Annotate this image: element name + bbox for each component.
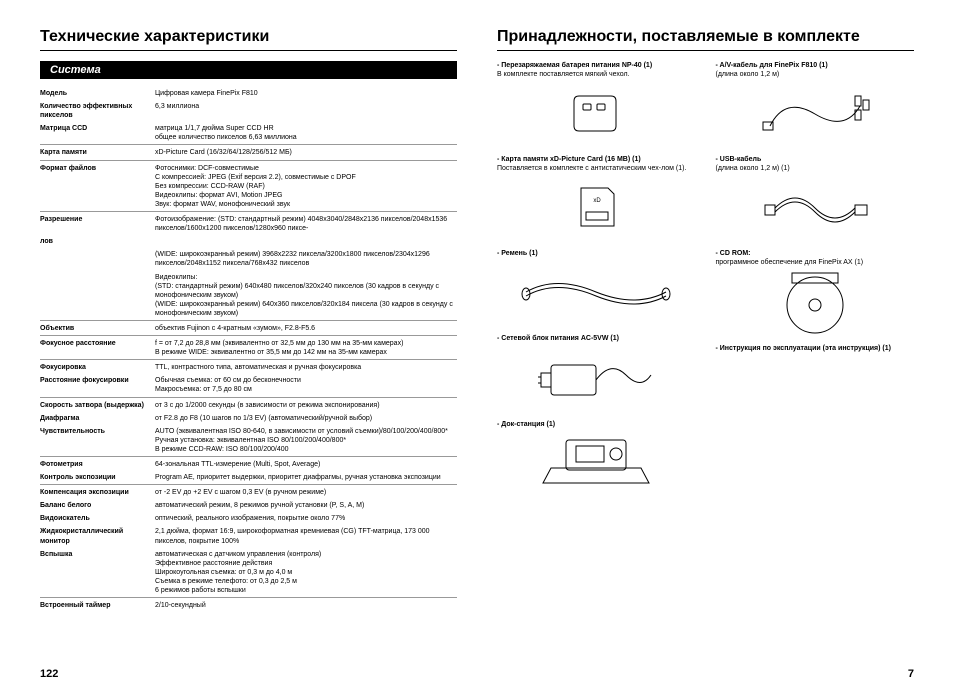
spec-label: Фокусировка	[40, 360, 155, 375]
spec-label: Баланс белого	[40, 499, 155, 512]
accessory-label: - A/V-кабель для FinePix F810 (1)	[716, 61, 915, 70]
spec-value: автоматический режим, 8 режимов ручной у…	[155, 499, 457, 512]
svg-text:xD: xD	[594, 198, 602, 204]
spec-value: 64-зональная TTL-измерение (Multi, Spot,…	[155, 457, 457, 472]
accessory-label: - Ремень (1)	[497, 249, 696, 258]
cd-icon	[716, 272, 915, 332]
spec-label: Диафрагма	[40, 412, 155, 425]
acc-left-col: - Перезаряжаемая батарея питания NP-40 (…	[497, 61, 696, 505]
accessory-item: - CD ROM:программное обеспечение для Fin…	[716, 249, 915, 331]
spec-label: Контроль экспозиции	[40, 471, 155, 485]
section-header: Система	[40, 61, 457, 79]
adapter-icon	[497, 348, 696, 408]
spec-label: Чувствительность	[40, 425, 155, 457]
acc-right-col: - A/V-кабель для FinePix F810 (1)(длина …	[716, 61, 915, 505]
spec-value: 2/10-секундный	[155, 598, 457, 613]
accessories-grid: - Перезаряжаемая батарея питания NP-40 (…	[497, 61, 914, 505]
spec-label: Встроенный таймер	[40, 598, 155, 613]
avcable-icon	[716, 83, 915, 143]
accessory-item: - Карта памяти xD-Picture Card (16 MB) (…	[497, 155, 696, 237]
spec-value	[155, 235, 457, 248]
accessory-sub: (длина около 1,2 м) (1)	[716, 164, 915, 173]
spec-label: Жидкокристаллический монитор	[40, 525, 155, 547]
spec-value: Цифровая камера FinePix F810	[155, 87, 457, 100]
spec-value: (WIDE: широкоэкранный режим) 3968x2232 п…	[155, 248, 457, 270]
spec-value: 6,3 миллиона	[155, 100, 457, 122]
spec-label: Фокусное расстояние	[40, 336, 155, 360]
dock-icon	[497, 433, 696, 493]
spec-value: xD-Picture Card (16/32/64/128/256/512 МБ…	[155, 145, 457, 160]
spec-value: TTL, контрастного типа, автоматическая и…	[155, 360, 457, 375]
accessory-item: - USB-кабель(длина около 1,2 м) (1)	[716, 155, 915, 237]
accessory-item: - Док-станция (1)	[497, 420, 696, 493]
spec-label: Матрица CCD	[40, 122, 155, 145]
accessory-label: - Перезаряжаемая батарея питания NP-40 (…	[497, 61, 696, 70]
accessory-label: - Инструкция по эксплуатации (эта инстру…	[716, 344, 915, 353]
spec-label: Объектив	[40, 320, 155, 335]
strap-icon	[497, 262, 696, 322]
usbcable-icon	[716, 177, 915, 237]
page-num-right: 7	[908, 668, 914, 680]
spec-label: Формат файлов	[40, 160, 155, 211]
spec-label: Вспышка	[40, 548, 155, 598]
right-page: Принадлежности, поставляемые в комплекте…	[497, 28, 914, 655]
accessory-sub: (длина около 1,2 м)	[716, 70, 915, 79]
spec-value: f = от 7,2 до 28,8 мм (эквивалентно от 3…	[155, 336, 457, 360]
spec-label: лов	[40, 235, 155, 248]
accessory-sub: Поставляется в комплекте с антистатическ…	[497, 164, 696, 173]
accessory-item: - Инструкция по эксплуатации (эта инстру…	[716, 344, 915, 353]
spec-label	[40, 248, 155, 270]
accessory-item: - A/V-кабель для FinePix F810 (1)(длина …	[716, 61, 915, 143]
right-title: Принадлежности, поставляемые в комплекте	[497, 28, 914, 51]
accessory-label: - USB-кабель	[716, 155, 915, 164]
spec-value: Обычная съемка: от 60 см до бесконечност…	[155, 374, 457, 397]
spec-value: Фотоизображение: (STD: стандартный режим…	[155, 212, 457, 236]
spec-value: матрица 1/1,7 дюйма Super CCD HRобщее ко…	[155, 122, 457, 145]
accessory-sub: В комплекте поставляется мягкий чехол.	[497, 70, 696, 79]
spec-label: Видоискатель	[40, 512, 155, 525]
accessory-label: - Сетевой блок питания AC-5VW (1)	[497, 334, 696, 343]
spec-label: Расстояние фокусировки	[40, 374, 155, 397]
spec-label: Модель	[40, 87, 155, 100]
spec-value: AUTO (эквивалентная ISO 80-640, в зависи…	[155, 425, 457, 457]
spec-value: автоматическая с датчиком управления (ко…	[155, 548, 457, 598]
spec-table: МодельЦифровая камера FinePix F810Количе…	[40, 87, 457, 612]
spec-label: Карта памяти	[40, 145, 155, 160]
spec-label	[40, 271, 155, 321]
spec-label: Скорость затвора (выдержка)	[40, 397, 155, 412]
accessory-item: - Сетевой блок питания AC-5VW (1)	[497, 334, 696, 407]
spec-label: Фотометрия	[40, 457, 155, 472]
spec-value: объектив Fujinon с 4-кратным «зумом», F2…	[155, 320, 457, 335]
spec-label: Количество эффективных пикселов	[40, 100, 155, 122]
spec-value: Видеоклипы:(STD: стандартный режим) 640x…	[155, 271, 457, 321]
spec-value: Program AE, приоритет выдержки, приорите…	[155, 471, 457, 485]
spec-label: Разрешение	[40, 212, 155, 236]
card-icon: xD	[497, 177, 696, 237]
spec-value: от 3 с до 1/2000 секунды (в зависимости …	[155, 397, 457, 412]
spec-value: оптический, реального изображения, покры…	[155, 512, 457, 525]
spec-label: Компенсация экспозиции	[40, 485, 155, 500]
spec-value: от F2.8 до F8 (10 шагов по 1/3 EV) (авто…	[155, 412, 457, 425]
page-num-left: 122	[40, 668, 58, 680]
accessory-item: - Ремень (1)	[497, 249, 696, 322]
spec-value: Фотоснимки: DCF-совместимыеС компрессией…	[155, 160, 457, 211]
spec-value: 2,1 дюйма, формат 16:9, широкоформатная …	[155, 525, 457, 547]
spec-value: от -2 EV до +2 EV с шагом 0,3 EV (в ручн…	[155, 485, 457, 500]
left-title: Технические характеристики	[40, 28, 457, 51]
accessory-label: - CD ROM:	[716, 249, 915, 258]
accessory-label: - Карта памяти xD-Picture Card (16 MB) (…	[497, 155, 696, 164]
left-page: Технические характеристики Система Модел…	[40, 28, 457, 655]
battery-icon	[497, 83, 696, 143]
accessory-item: - Перезаряжаемая батарея питания NP-40 (…	[497, 61, 696, 143]
